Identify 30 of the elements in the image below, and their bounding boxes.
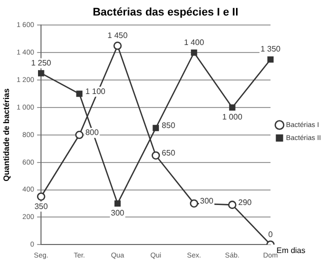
data-label: 1 000: [222, 112, 243, 122]
data-label: 800: [85, 128, 100, 138]
point: [229, 104, 236, 111]
point: [76, 90, 82, 97]
point: [75, 130, 84, 140]
data-label: 1 100: [85, 86, 106, 96]
data-label: 290: [238, 198, 252, 208]
data-label: 850: [162, 121, 176, 130]
data-label: 0: [268, 230, 274, 239]
point: [113, 42, 122, 50]
point: [267, 56, 274, 63]
data-label: 1 400: [184, 38, 205, 47]
data-label: 300: [200, 196, 214, 206]
point: [38, 70, 44, 76]
chart-title: Bactérias das espécies I e II: [92, 6, 238, 19]
point: [152, 151, 160, 160]
point: [228, 200, 236, 209]
data-label: 650: [162, 148, 176, 158]
data-label: 1 450: [108, 30, 128, 40]
x-axis-title: Em dias: [276, 246, 306, 255]
point: [190, 50, 198, 56]
data-label: 1 350: [260, 44, 282, 54]
point: [36, 192, 46, 201]
data-label: 1 250: [31, 58, 52, 68]
point: [190, 199, 198, 208]
data-label: 300: [110, 208, 125, 218]
y-axis-title: Quantidade de bactérias: [2, 88, 12, 182]
point: [152, 124, 159, 132]
data-label: 350: [34, 202, 48, 211]
point: [114, 200, 121, 207]
